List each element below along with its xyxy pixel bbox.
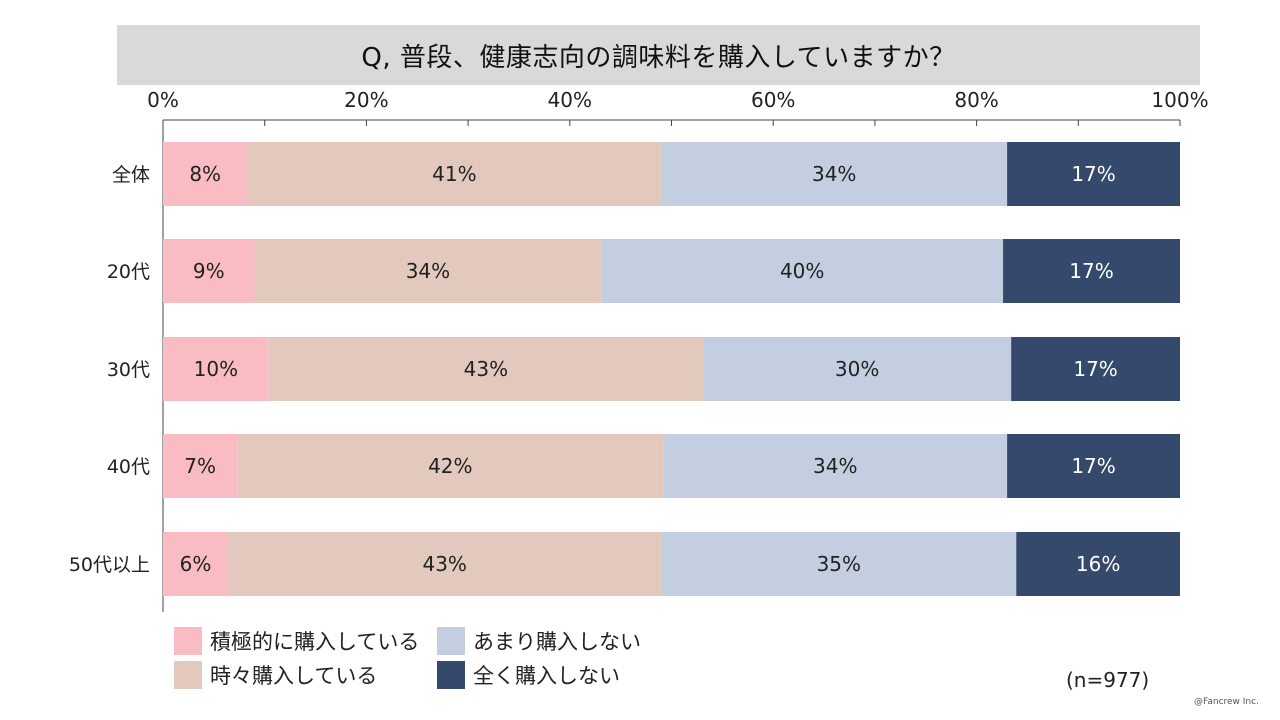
bar-segment xyxy=(163,532,229,596)
category-label: 40代 xyxy=(107,456,150,478)
data-label: 42% xyxy=(428,454,472,478)
bar-segment xyxy=(247,142,662,206)
bar-segment xyxy=(163,434,238,498)
data-label: 17% xyxy=(1071,454,1115,478)
bar-segment xyxy=(163,142,248,206)
data-label: 17% xyxy=(1071,162,1115,186)
category-label: 50代以上 xyxy=(69,554,150,576)
data-label: 43% xyxy=(422,552,466,576)
bar-segment xyxy=(254,239,602,303)
bar-segment xyxy=(601,239,1004,303)
category-label: 20代 xyxy=(107,261,150,283)
bar-segment xyxy=(1011,337,1180,401)
x-tick-label: 60% xyxy=(751,88,795,112)
x-tick-label: 100% xyxy=(1151,88,1208,112)
bar-segment xyxy=(1007,142,1180,206)
data-label: 41% xyxy=(432,162,476,186)
data-label: 40% xyxy=(780,259,824,283)
bar-segment xyxy=(703,337,1012,401)
bar-segment xyxy=(237,434,664,498)
x-tick-label: 40% xyxy=(548,88,592,112)
data-label: 43% xyxy=(464,357,508,381)
data-label: 9% xyxy=(193,259,225,283)
bar-segment xyxy=(1003,239,1180,303)
data-label: 17% xyxy=(1069,259,1113,283)
title-bar: Q, 普段、健康志向の調味料を購入していますか？ xyxy=(117,25,1200,85)
data-label: 6% xyxy=(180,552,212,576)
sample-size-note: (n=977) xyxy=(1066,668,1150,692)
data-label: 34% xyxy=(813,454,857,478)
chart-title: Q, 普段、健康志向の調味料を購入していますか？ xyxy=(361,42,956,73)
data-label: 35% xyxy=(817,552,861,576)
bar-segment xyxy=(661,142,1008,206)
x-tick-label: 0% xyxy=(147,88,179,112)
data-label: 16% xyxy=(1076,552,1120,576)
x-tick-label: 80% xyxy=(954,88,998,112)
category-label: 全体 xyxy=(112,164,150,186)
data-label: 30% xyxy=(835,357,879,381)
bar-segment xyxy=(661,532,1017,596)
bar-segment xyxy=(228,532,662,596)
copyright-note: @Fancrew Inc. xyxy=(1194,697,1259,707)
x-tick-label: 20% xyxy=(344,88,388,112)
bar-segment xyxy=(163,239,255,303)
bar-segment xyxy=(1007,434,1180,498)
bar-segment xyxy=(268,337,704,401)
bar-segment xyxy=(1016,532,1180,596)
bar-segment xyxy=(663,434,1008,498)
data-label: 8% xyxy=(189,162,221,186)
data-label: 34% xyxy=(406,259,450,283)
data-label: 10% xyxy=(194,357,238,381)
data-label: 17% xyxy=(1073,357,1117,381)
data-label: 34% xyxy=(812,162,856,186)
category-label: 30代 xyxy=(107,359,150,381)
bar-segment xyxy=(163,337,269,401)
data-label: 7% xyxy=(184,454,216,478)
